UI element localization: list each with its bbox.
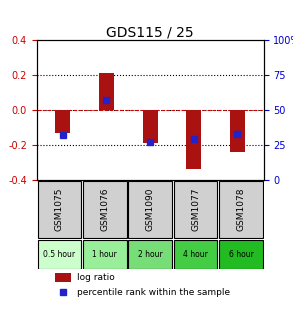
Text: GSM1076: GSM1076 <box>100 188 109 231</box>
Title: GDS115 / 25: GDS115 / 25 <box>106 25 194 39</box>
FancyBboxPatch shape <box>128 240 172 268</box>
FancyBboxPatch shape <box>128 181 172 238</box>
FancyBboxPatch shape <box>38 240 81 268</box>
Bar <box>142 110 158 143</box>
Text: 1 hour: 1 hour <box>92 250 117 259</box>
FancyBboxPatch shape <box>83 240 127 268</box>
Text: GSM1075: GSM1075 <box>55 188 64 231</box>
Text: log ratio: log ratio <box>77 273 115 282</box>
FancyBboxPatch shape <box>38 181 81 238</box>
Text: GSM1090: GSM1090 <box>146 188 155 231</box>
FancyBboxPatch shape <box>174 240 217 268</box>
Bar <box>230 110 245 152</box>
Bar <box>186 110 202 169</box>
Text: GSM1077: GSM1077 <box>191 188 200 231</box>
Text: 6 hour: 6 hour <box>229 250 253 259</box>
FancyBboxPatch shape <box>174 181 217 238</box>
Bar <box>55 273 71 282</box>
Text: 2 hour: 2 hour <box>138 250 163 259</box>
FancyBboxPatch shape <box>83 181 127 238</box>
FancyBboxPatch shape <box>219 240 263 268</box>
Text: 4 hour: 4 hour <box>183 250 208 259</box>
Text: percentile rank within the sample: percentile rank within the sample <box>77 288 231 297</box>
Bar <box>55 110 71 133</box>
Text: 0.5 hour: 0.5 hour <box>43 250 75 259</box>
FancyBboxPatch shape <box>219 181 263 238</box>
Text: GSM1078: GSM1078 <box>236 188 246 231</box>
Bar <box>99 73 114 110</box>
